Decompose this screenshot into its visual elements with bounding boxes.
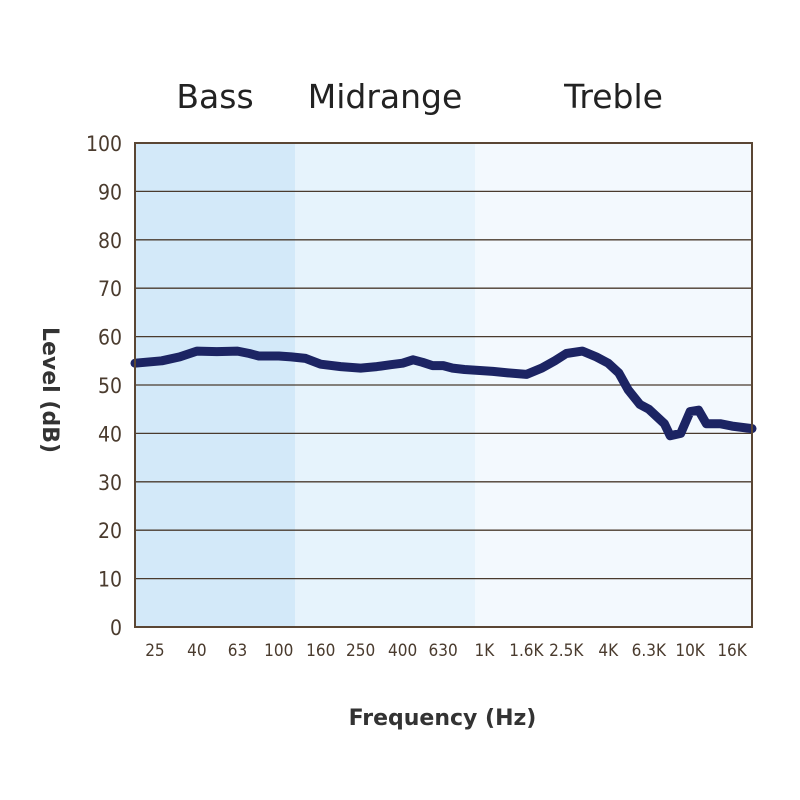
band-label-bass: Bass [176, 77, 253, 116]
x-tick-label-100: 100 [264, 641, 293, 661]
band-label-midrange: Midrange [308, 77, 463, 116]
y-tick-label-40: 40 [98, 422, 122, 446]
x-tick-label-63: 63 [228, 641, 247, 661]
y-axis-title: Level (dB) [37, 327, 62, 453]
x-tick-label-10K: 10K [675, 641, 705, 661]
y-tick-label-20: 20 [98, 519, 122, 543]
grid-lines [135, 190, 752, 580]
x-axis-title: Frequency (Hz) [349, 706, 537, 731]
y-tick-label-50: 50 [98, 374, 122, 398]
x-axis-ticks: 25 40 63 100 160 250 400 630 1K 1.6K 2.5K 4K 6.3K 10K… [145, 641, 748, 661]
y-tick-label-100: 100 [86, 132, 122, 156]
x-tick-label-6.3K: 6.3K [632, 641, 667, 661]
x-tick-label-630: 630 [429, 641, 458, 661]
x-tick-label-1K: 1K [475, 641, 496, 661]
y-tick-label-90: 90 [98, 180, 122, 204]
band-labels: Bass Midrange Treble [176, 77, 663, 116]
x-tick-label-160: 160 [306, 641, 335, 661]
x-tick-label-40: 40 [187, 641, 206, 661]
y-tick-label-0: 0 [110, 616, 122, 640]
y-tick-label-80: 80 [98, 229, 122, 253]
x-tick-label-250: 250 [346, 641, 375, 661]
x-tick-label-400: 400 [388, 641, 417, 661]
x-tick-label-2.5K: 2.5K [549, 641, 584, 661]
series-line-0 [130, 346, 757, 441]
y-tick-label-60: 60 [98, 326, 122, 350]
x-tick-label-1.6K: 1.6K [509, 641, 544, 661]
y-tick-label-10: 10 [98, 568, 122, 592]
y-tick-label-70: 70 [98, 277, 122, 301]
plot-frame [134, 142, 753, 628]
x-tick-label-4K: 4K [598, 641, 619, 661]
x-tick-label-16K: 16K [717, 641, 747, 661]
band-label-treble: Treble [563, 77, 663, 116]
y-axis-ticks: 0 10 20 30 40 50 60 70 80 90 100 [86, 132, 122, 640]
y-tick-label-30: 30 [98, 471, 122, 495]
x-tick-label-25: 25 [145, 641, 164, 661]
series-layer [130, 346, 757, 441]
